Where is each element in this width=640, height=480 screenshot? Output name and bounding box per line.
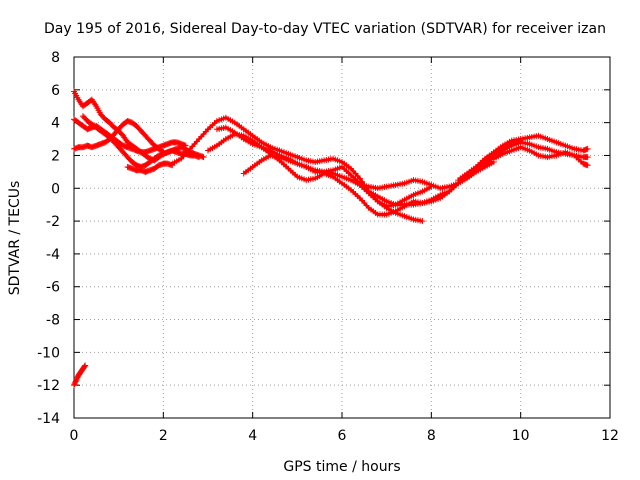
y-tick-label: -2 (46, 214, 60, 230)
x-tick-label: 2 (159, 428, 168, 444)
x-tick-label: 12 (601, 428, 619, 444)
series-track-12 (490, 144, 591, 169)
y-tick-label: 6 (51, 83, 60, 99)
data-point (200, 154, 207, 161)
y-tick-label: -8 (46, 313, 60, 329)
x-tick-label: 6 (338, 428, 347, 444)
data-point (81, 363, 88, 370)
data-point (584, 145, 591, 152)
x-tick-label: 10 (512, 428, 530, 444)
data-point (584, 154, 591, 161)
y-tick-label: -4 (46, 247, 60, 263)
y-tick-label: -14 (37, 411, 60, 427)
x-tick-label: 4 (248, 428, 257, 444)
x-tick-label: 8 (427, 428, 436, 444)
series-track-4 (79, 113, 207, 170)
y-tick-label: -10 (37, 345, 60, 361)
series-track-11 (455, 132, 591, 184)
y-axis-label: SDTVAR / TECUs (7, 181, 23, 296)
y-tick-label: 8 (51, 50, 60, 66)
grid-lines (74, 57, 610, 418)
axis-ticks: 0 2 4 6 8 10 12 -14 -12 -10 -8 -6 -4 -2 0 2 4 6 8 (37, 50, 619, 444)
y-tick-label: 4 (51, 116, 60, 132)
series-track-13 (71, 362, 89, 389)
data-point (584, 162, 591, 169)
series-track-5 (124, 160, 176, 175)
x-tick-label: 0 (70, 428, 79, 444)
data-marks (71, 88, 591, 389)
y-tick-label: -12 (37, 378, 60, 394)
data-point (82, 362, 89, 369)
chart-title: Day 195 of 2016, Sidereal Day-to-day VTE… (44, 21, 606, 37)
data-point (419, 218, 426, 225)
y-tick-label: 0 (51, 181, 60, 197)
x-axis-label: GPS time / hours (283, 459, 400, 475)
y-tick-label: -6 (46, 280, 60, 296)
series-track-3 (71, 117, 167, 156)
y-tick-label: 2 (51, 148, 60, 164)
